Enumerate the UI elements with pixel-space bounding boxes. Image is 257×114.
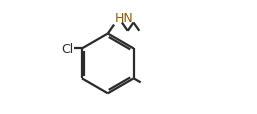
Text: Cl: Cl (61, 43, 74, 56)
Text: HN: HN (114, 12, 133, 25)
